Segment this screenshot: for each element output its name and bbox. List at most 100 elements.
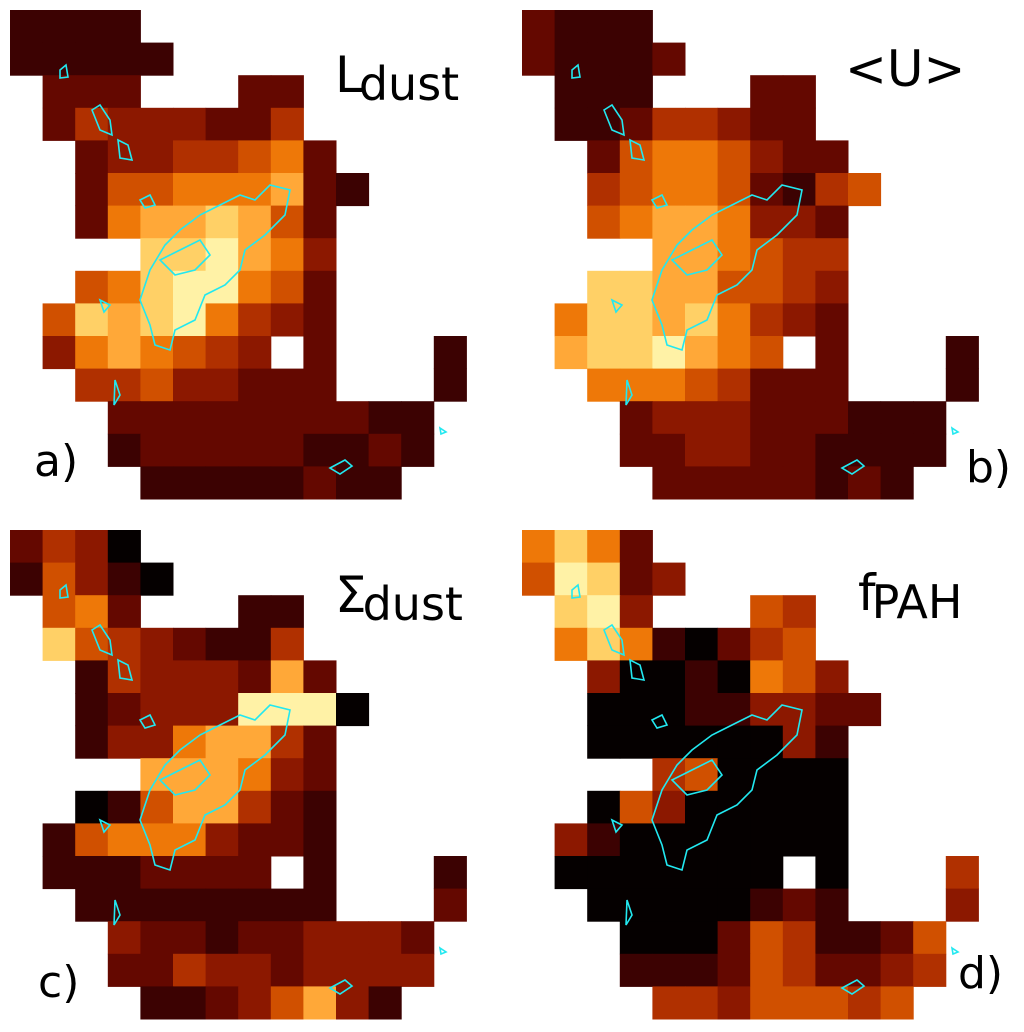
pixel xyxy=(782,75,816,109)
pixel xyxy=(880,401,914,435)
contour xyxy=(59,583,69,599)
pixel xyxy=(587,530,621,564)
pixel xyxy=(880,921,914,955)
pixel xyxy=(173,270,207,304)
pixel xyxy=(205,401,239,435)
pixel xyxy=(848,173,882,207)
pixel xyxy=(107,433,141,467)
pixel xyxy=(619,42,653,76)
pixel xyxy=(401,921,435,955)
pixel xyxy=(140,270,174,304)
pixel xyxy=(717,238,751,272)
pixel xyxy=(522,10,556,44)
pixel xyxy=(238,433,272,467)
pixel xyxy=(750,303,784,337)
pixel xyxy=(717,725,751,759)
pixel xyxy=(107,205,141,239)
pixel xyxy=(173,856,207,890)
pixel xyxy=(880,953,914,987)
pixel xyxy=(173,466,207,500)
pixel xyxy=(685,107,719,141)
pixel xyxy=(75,530,109,564)
pixel xyxy=(107,368,141,402)
pixel xyxy=(619,10,653,44)
pixel xyxy=(815,368,849,402)
pixel xyxy=(880,466,914,500)
pixel xyxy=(554,823,588,857)
pixel xyxy=(107,303,141,337)
pixel xyxy=(685,336,719,370)
pixel xyxy=(173,107,207,141)
pixel xyxy=(685,856,719,890)
pixel xyxy=(782,953,816,987)
pixel xyxy=(619,433,653,467)
contour xyxy=(625,379,633,406)
pixel xyxy=(652,140,686,174)
pixel xyxy=(587,42,621,76)
pixel xyxy=(238,107,272,141)
pixel xyxy=(238,627,272,661)
pixel xyxy=(140,986,174,1020)
pixel xyxy=(522,42,556,76)
pixel xyxy=(75,595,109,629)
pixel xyxy=(303,173,337,207)
pixel xyxy=(685,433,719,467)
pixel xyxy=(368,466,402,500)
pixel xyxy=(75,562,109,596)
pixel xyxy=(173,433,207,467)
pixel xyxy=(717,140,751,174)
pixel xyxy=(750,790,784,824)
pixel xyxy=(107,75,141,109)
pixel xyxy=(750,368,784,402)
pixel xyxy=(42,303,76,337)
contour xyxy=(98,298,112,314)
pixel xyxy=(270,107,304,141)
pixel xyxy=(10,530,44,564)
pixel xyxy=(782,238,816,272)
title-main: L xyxy=(335,46,363,104)
pixel xyxy=(140,921,174,955)
pixel xyxy=(782,303,816,337)
pixel xyxy=(554,75,588,109)
title-sub: PAH xyxy=(872,575,963,629)
contour xyxy=(650,193,669,209)
panel-title: fPAH xyxy=(858,564,962,629)
pixel xyxy=(782,107,816,141)
contour xyxy=(91,103,113,137)
pixel xyxy=(685,627,719,661)
pixel xyxy=(815,336,849,370)
pixel xyxy=(782,270,816,304)
pixel xyxy=(554,42,588,76)
pixel xyxy=(554,627,588,661)
contour xyxy=(670,758,724,796)
pixel xyxy=(815,953,849,987)
pixel xyxy=(140,562,174,596)
pixel xyxy=(652,758,686,792)
pixel xyxy=(270,433,304,467)
pixel xyxy=(587,368,621,402)
pixel xyxy=(75,627,109,661)
pixel xyxy=(173,140,207,174)
pixel xyxy=(750,75,784,109)
pixel xyxy=(336,173,370,207)
pixel xyxy=(619,401,653,435)
pixel xyxy=(587,75,621,109)
pixel xyxy=(303,823,337,857)
pixel xyxy=(815,660,849,694)
pixel xyxy=(587,790,621,824)
pixel xyxy=(205,238,239,272)
pixel xyxy=(270,466,304,500)
pixel xyxy=(717,433,751,467)
pixel xyxy=(205,758,239,792)
pixel xyxy=(554,336,588,370)
pixel xyxy=(587,595,621,629)
pixel xyxy=(140,433,174,467)
pixel xyxy=(913,401,947,435)
pixel xyxy=(303,303,337,337)
pixel xyxy=(587,693,621,727)
pixel xyxy=(685,790,719,824)
pixel xyxy=(303,238,337,272)
pixel xyxy=(270,921,304,955)
pixel xyxy=(685,888,719,922)
